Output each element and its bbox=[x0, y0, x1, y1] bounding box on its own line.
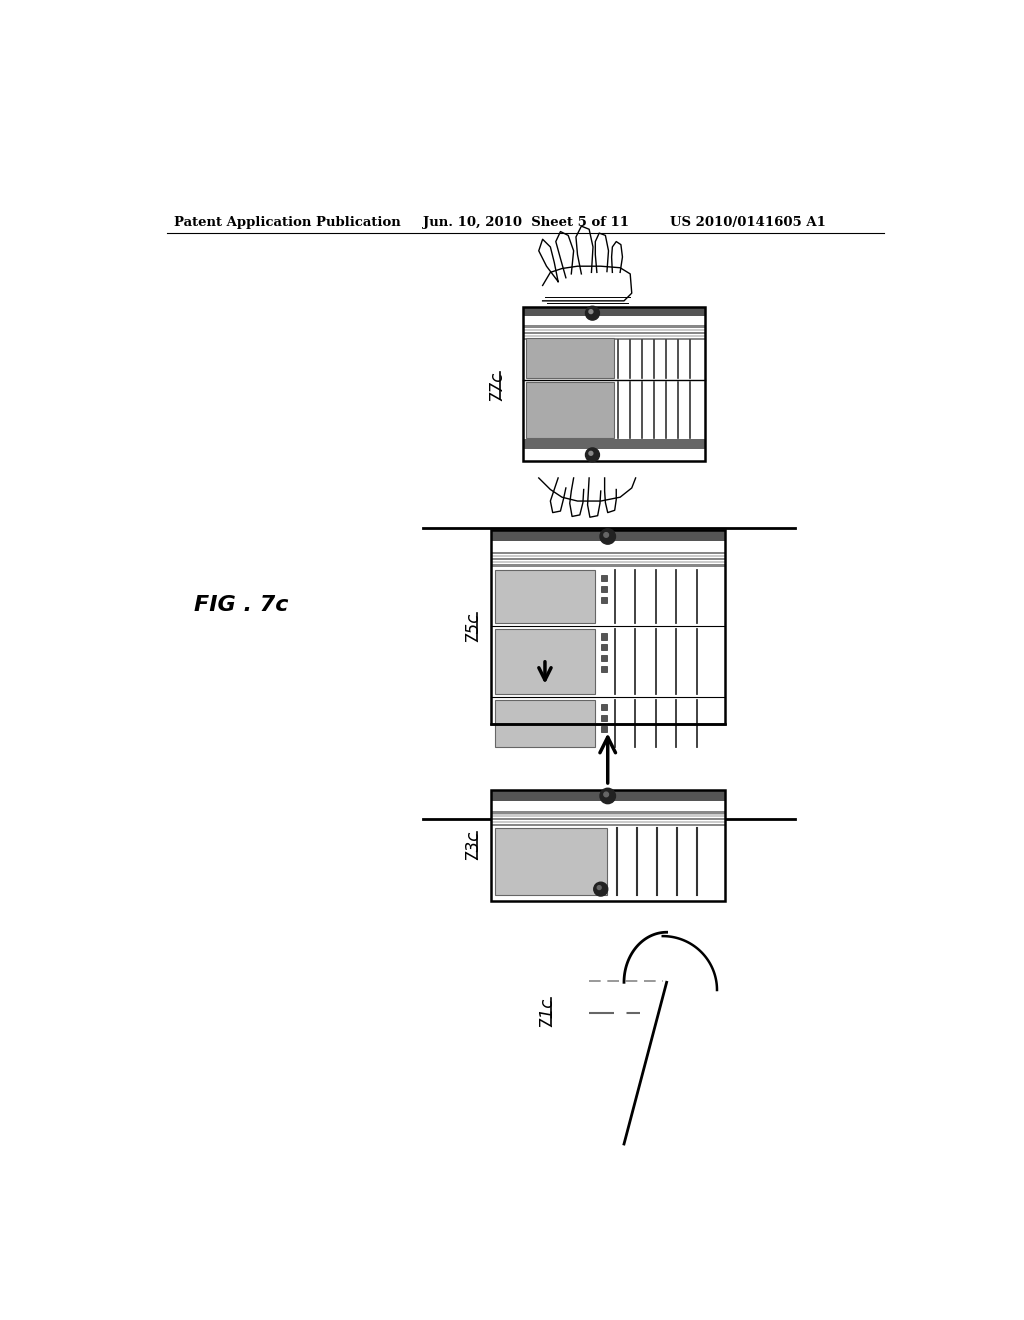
Circle shape bbox=[589, 310, 593, 314]
Circle shape bbox=[600, 788, 615, 804]
Bar bbox=[490, 531, 725, 725]
Polygon shape bbox=[543, 267, 632, 301]
Bar bbox=[490, 561, 725, 564]
Circle shape bbox=[604, 532, 608, 537]
Bar bbox=[523, 329, 706, 331]
Bar bbox=[601, 715, 607, 721]
Bar bbox=[490, 817, 725, 820]
Circle shape bbox=[589, 451, 593, 455]
Polygon shape bbox=[539, 478, 636, 502]
Bar bbox=[490, 789, 725, 800]
Bar bbox=[490, 824, 725, 826]
Bar bbox=[490, 812, 725, 813]
Bar bbox=[523, 326, 706, 327]
Bar bbox=[523, 308, 706, 461]
Bar bbox=[601, 644, 607, 651]
Bar bbox=[601, 597, 607, 603]
Bar bbox=[523, 438, 706, 449]
Bar bbox=[495, 628, 595, 693]
Bar bbox=[601, 576, 607, 581]
Bar bbox=[490, 531, 725, 725]
Bar bbox=[601, 655, 607, 661]
Bar bbox=[523, 338, 706, 341]
Text: 77c: 77c bbox=[487, 371, 505, 401]
Bar bbox=[601, 665, 607, 672]
Text: 75c: 75c bbox=[464, 611, 482, 642]
Bar bbox=[490, 564, 725, 566]
Bar bbox=[490, 814, 725, 817]
Bar bbox=[601, 726, 607, 733]
Bar bbox=[601, 586, 607, 591]
Text: Jun. 10, 2010  Sheet 5 of 11: Jun. 10, 2010 Sheet 5 of 11 bbox=[423, 216, 629, 230]
Bar bbox=[490, 821, 725, 822]
Text: 71c: 71c bbox=[538, 997, 555, 1027]
Text: US 2010/0141605 A1: US 2010/0141605 A1 bbox=[671, 216, 826, 230]
Bar bbox=[601, 634, 607, 640]
Text: FIG . 7c: FIG . 7c bbox=[194, 595, 289, 615]
Bar bbox=[523, 331, 706, 334]
Bar bbox=[601, 705, 607, 710]
Bar bbox=[490, 552, 725, 554]
Bar bbox=[490, 531, 725, 541]
Bar bbox=[495, 829, 607, 895]
Text: 73c: 73c bbox=[464, 830, 482, 861]
Circle shape bbox=[604, 792, 608, 797]
Bar bbox=[525, 338, 614, 378]
Bar bbox=[490, 554, 725, 557]
Bar bbox=[490, 789, 725, 902]
Bar bbox=[525, 383, 614, 438]
Bar bbox=[495, 570, 595, 623]
Bar bbox=[490, 558, 725, 561]
Bar bbox=[523, 308, 706, 461]
Text: Patent Application Publication: Patent Application Publication bbox=[174, 216, 401, 230]
Circle shape bbox=[586, 447, 599, 462]
Bar bbox=[495, 700, 595, 747]
Bar bbox=[490, 789, 725, 902]
Bar bbox=[523, 308, 706, 317]
Circle shape bbox=[600, 529, 615, 544]
Circle shape bbox=[594, 882, 607, 896]
Circle shape bbox=[586, 306, 599, 321]
Bar bbox=[523, 335, 706, 337]
Circle shape bbox=[597, 886, 601, 890]
